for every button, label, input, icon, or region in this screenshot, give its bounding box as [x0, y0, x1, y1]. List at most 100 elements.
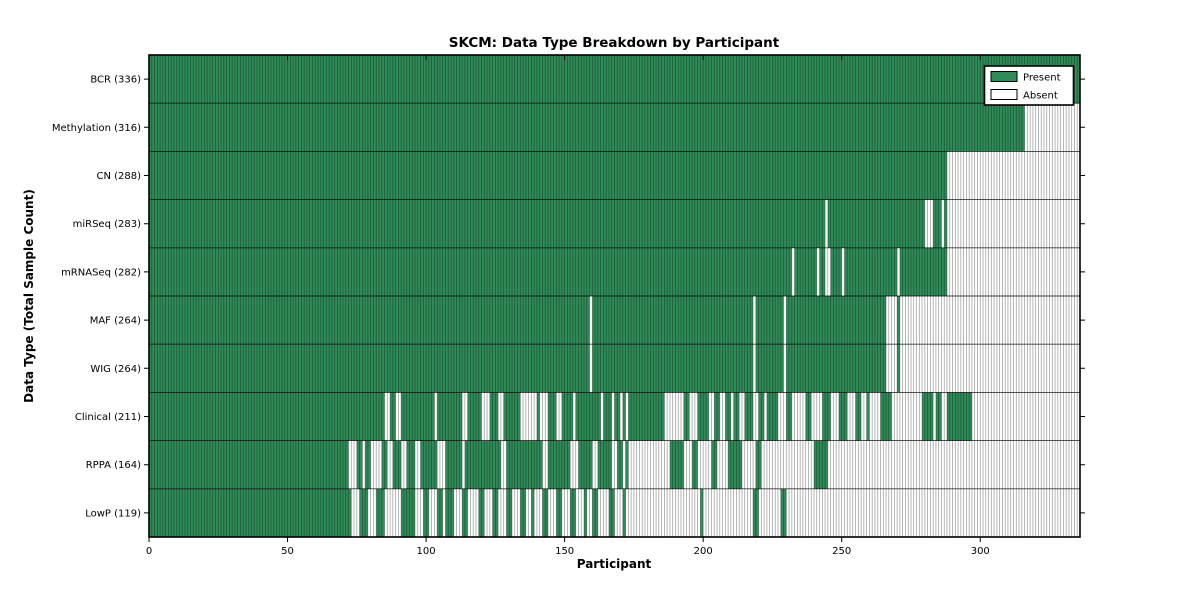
present-run: [794, 247, 817, 296]
present-run: [548, 440, 571, 489]
present-run: [149, 247, 792, 296]
present-run: [359, 488, 368, 537]
present-run: [683, 392, 690, 441]
y-tick-label-Methylation: Methylation (316): [52, 123, 141, 134]
present-run: [556, 488, 562, 537]
present-run: [381, 440, 388, 489]
present-run: [503, 392, 521, 441]
present-run: [753, 488, 759, 537]
present-run: [575, 392, 601, 441]
present-run: [467, 392, 482, 441]
present-run: [437, 488, 443, 537]
present-run: [922, 392, 934, 441]
y-tick-label-CN: CN (288): [96, 171, 141, 182]
present-run: [536, 392, 540, 441]
present-run: [786, 392, 792, 441]
present-run: [445, 488, 454, 537]
present-run: [390, 392, 396, 441]
present-run: [464, 440, 501, 489]
present-run: [592, 488, 598, 537]
present-run: [933, 199, 942, 248]
y-tick-label-BCR: BCR (336): [90, 75, 141, 86]
legend-present-label: Present: [1023, 73, 1061, 84]
present-run: [866, 392, 870, 441]
present-run: [149, 488, 352, 537]
present-run: [714, 392, 720, 441]
present-run: [423, 488, 429, 537]
legend-absent-label: Absent: [1023, 91, 1058, 102]
row-CN: [149, 151, 947, 200]
present-run: [531, 488, 535, 537]
present-run: [597, 440, 612, 489]
present-run: [584, 488, 587, 537]
present-run: [780, 488, 787, 537]
x-tick-label: 0: [146, 546, 152, 557]
present-run: [406, 440, 415, 489]
present-run: [401, 488, 415, 537]
y-tick-label-WIG: WIG (264): [90, 364, 141, 375]
present-run: [489, 392, 499, 441]
present-run: [617, 440, 623, 489]
present-run: [697, 392, 709, 441]
y-tick-label-mRNASeq: mRNASeq (282): [61, 267, 141, 278]
plot-area: 0 50 100 150 200 250 300 BCR (336) Methylation (…: [52, 54, 1085, 557]
present-run: [622, 392, 626, 441]
present-run: [944, 199, 947, 248]
x-tick-label: 100: [417, 546, 436, 557]
x-axis: 0 50 100 150 200 250 300: [146, 55, 990, 557]
legend-present-swatch: [990, 71, 1018, 82]
present-run: [805, 392, 812, 441]
present-run: [492, 488, 499, 537]
present-run: [725, 392, 731, 441]
row-mRNASeq: [149, 247, 947, 296]
present-run: [614, 392, 621, 441]
present-run: [608, 488, 615, 537]
y-tick-label-MAF: MAF (264): [90, 316, 141, 327]
row-LowP: [149, 488, 787, 537]
y-axis: BCR (336) Methylation (316) CN (288) miRSeq…: [52, 75, 1085, 519]
present-run: [570, 488, 576, 537]
present-run: [542, 488, 548, 537]
row-BCR: [149, 55, 1080, 104]
x-tick-marks: [148, 55, 981, 542]
present-run: [830, 247, 842, 296]
present-run: [692, 440, 698, 489]
x-tick-label: 200: [694, 546, 713, 557]
present-run: [819, 247, 826, 296]
present-run: [822, 392, 831, 441]
row-Methylation: [149, 103, 1025, 152]
present-run: [149, 55, 1080, 104]
present-run: [603, 392, 612, 441]
present-run: [733, 392, 740, 441]
row-Clinical: [149, 392, 972, 441]
present-run: [420, 440, 438, 489]
present-run: [149, 199, 826, 248]
row-RPPA: [149, 440, 828, 489]
present-run: [935, 392, 942, 441]
row-WIG: [149, 344, 900, 393]
present-run: [711, 440, 718, 489]
plot-border: [148, 54, 1081, 538]
present-run: [561, 392, 573, 441]
present-run: [437, 392, 463, 441]
x-tick-label: 50: [281, 546, 294, 557]
present-run: [625, 440, 629, 489]
present-run: [356, 440, 363, 489]
present-run: [548, 392, 557, 441]
present-run: [149, 151, 947, 200]
legend: Present Absent: [983, 65, 1075, 106]
present-run: [897, 344, 900, 393]
present-run: [462, 488, 468, 537]
present-run: [786, 296, 887, 345]
present-run: [700, 488, 704, 537]
present-run: [755, 296, 784, 345]
present-run: [786, 344, 887, 393]
present-run: [766, 392, 778, 441]
chart-title: SKCM: Data Type Breakdown by Participant: [449, 35, 780, 51]
present-run: [592, 296, 754, 345]
present-run: [149, 344, 590, 393]
present-run: [149, 440, 349, 489]
x-tick-label: 300: [971, 546, 990, 557]
